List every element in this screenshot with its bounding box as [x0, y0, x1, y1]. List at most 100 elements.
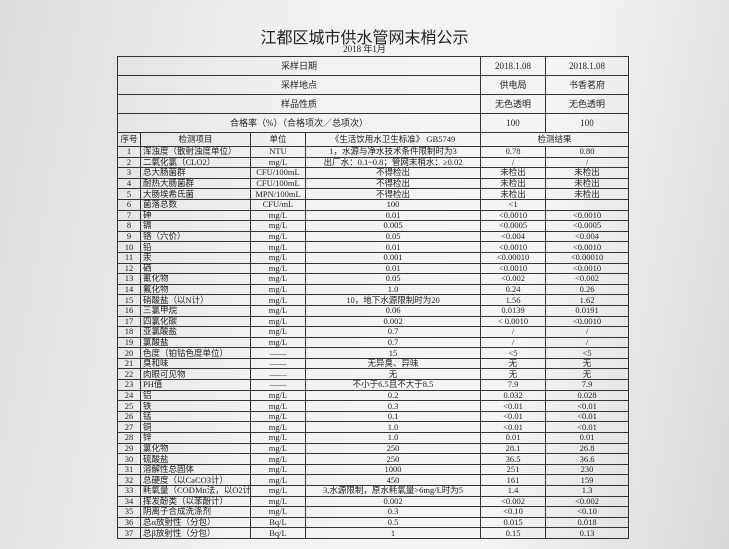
cell: mg/L [250, 410, 306, 423]
cell: PH值 [140, 379, 251, 391]
cell: 7.9 [480, 379, 547, 391]
cell: mg/L [250, 389, 306, 402]
cell: 臭和味 [140, 357, 251, 370]
cell: <0.00010 [545, 251, 630, 264]
cell [545, 198, 630, 211]
data-row: 4 耐热大肠菌群 CFU/100mL 不得检出 未检出 未检出 [117, 177, 630, 190]
summary-label: 采样地点 [116, 75, 482, 95]
cell: <0.01 [545, 400, 630, 412]
data-row: 8 镉 mg/L 0.005 <0.0005 <0.0005 [117, 220, 630, 232]
cell: 34 [117, 495, 141, 508]
data-row: 24 铝 mg/L 0.2 0.032 0.028 [117, 389, 630, 402]
cell: 8 [117, 220, 141, 232]
cell: mg/L [250, 474, 306, 486]
cell: 1.56 [480, 294, 547, 306]
cell: 0.0139 [480, 304, 547, 317]
summary-label: 采样日期 [116, 56, 482, 76]
column-header: 检测结果 [480, 132, 630, 147]
cell: <0.0010 [480, 241, 547, 253]
cell: 250 [304, 442, 482, 455]
cell: 15 [304, 347, 482, 359]
cell: 0.24 [480, 283, 547, 296]
cell: 28.1 [480, 442, 547, 455]
cell: 19 [117, 336, 141, 349]
cell: 0.3 [304, 400, 482, 412]
column-header: 检测项目 [140, 132, 251, 147]
summary-label: 合格率（%）（合格项次／总项次） [116, 113, 482, 133]
cell: 硫酸盐 [140, 453, 251, 465]
cell: 不得检出 [304, 177, 482, 190]
cell: 三氯甲烷 [140, 304, 251, 317]
cell: <0.10 [480, 506, 547, 518]
cell: —— [250, 368, 306, 381]
cell: 12 [117, 262, 141, 275]
cell: 无 [480, 357, 547, 370]
cell: <0.002 [545, 495, 630, 508]
cell: <0.0005 [480, 220, 547, 232]
cell: CFU/100mL [250, 167, 306, 179]
summary-value: 无色透明 [480, 94, 547, 114]
cell: 0.80 [545, 146, 630, 158]
cell: 氯酸盐 [140, 336, 251, 349]
summary-value: 100 [480, 113, 547, 133]
cell: 0.01 [304, 209, 482, 222]
summary-label: 样品性质 [116, 94, 482, 114]
cell: mg/L [250, 326, 306, 338]
cell: 1 [304, 527, 482, 539]
cell: 0.06 [304, 304, 482, 317]
cell: 未检出 [480, 167, 547, 179]
summary-value: 2018.1.08 [480, 56, 547, 76]
cell: 1.4 [480, 485, 547, 497]
data-row: 16 三氯甲烷 mg/L 0.06 0.0139 0.0191 [117, 304, 630, 317]
data-row: 5 大肠埃希氏菌 MPN/100mL 不得检出 未检出 未检出 [117, 188, 630, 200]
cell: / [545, 336, 630, 349]
cell: <0.01 [480, 421, 547, 434]
cell: 32 [117, 474, 141, 486]
cell: Bq/L [250, 516, 306, 529]
cell: mg/L [250, 400, 306, 412]
cell: 25 [117, 400, 141, 412]
cell: 23 [117, 379, 141, 391]
cell: 四氯化碳 [140, 315, 251, 328]
cell: mg/L [250, 336, 306, 349]
cell: 0.5 [304, 516, 482, 529]
cell: —— [250, 357, 306, 370]
cell: 氟化物 [140, 283, 251, 296]
cell: 26.8 [545, 442, 630, 455]
cell: 13 [117, 273, 141, 285]
data-row: 14 氟化物 mg/L 1.0 0.24 0.26 [117, 283, 630, 296]
cell: 氰化物 [140, 273, 251, 285]
cell: mg/L [250, 485, 306, 497]
cell: mg/L [250, 273, 306, 285]
cell: 1.0 [304, 283, 482, 296]
cell: 36.6 [545, 453, 630, 465]
data-row: 34 挥发酚类（以苯酚计） mg/L 0.002 <0.002 <0.002 [117, 495, 630, 508]
cell: 14 [117, 283, 141, 296]
column-header: 《生活饮用水卫生标准》 GB5749 [304, 132, 482, 147]
cell: 挥发酚类（以苯酚计） [140, 495, 251, 508]
cell: <0.0010 [545, 315, 630, 328]
cell: 17 [117, 315, 141, 328]
cell: 22 [117, 368, 141, 381]
cell: MPN/100mL [250, 188, 306, 200]
cell: / [480, 326, 547, 338]
cell: mg/L [250, 209, 306, 222]
data-row: 11 汞 mg/L 0.001 <0.00010 <0.00010 [117, 251, 630, 264]
cell: 总硬度（以CaCO3计） [140, 474, 251, 486]
cell: 250 [304, 453, 482, 465]
cell: 20 [117, 347, 141, 359]
cell: 16 [117, 304, 141, 317]
cell: 28 [117, 432, 141, 444]
cell: mg/L [250, 315, 306, 328]
cell: <5 [480, 347, 547, 359]
cell: 0.002 [304, 315, 482, 328]
cell: 37 [117, 527, 141, 539]
cell: 10，地下水源限制时为20 [304, 294, 482, 306]
cell: <0.0010 [480, 209, 547, 222]
data-row: 21 臭和味 —— 无异臭、异味无无 [117, 357, 630, 370]
data-row: 36 总α放射性（分包） Bq/L 0.5 0.015 0.018 [117, 516, 630, 529]
cell: <0.0005 [545, 220, 630, 232]
cell: <5 [545, 347, 630, 359]
cell: 铅 [140, 241, 251, 253]
data-row: 32 总硬度（以CaCO3计） mg/L 450 161 159 [117, 474, 630, 486]
